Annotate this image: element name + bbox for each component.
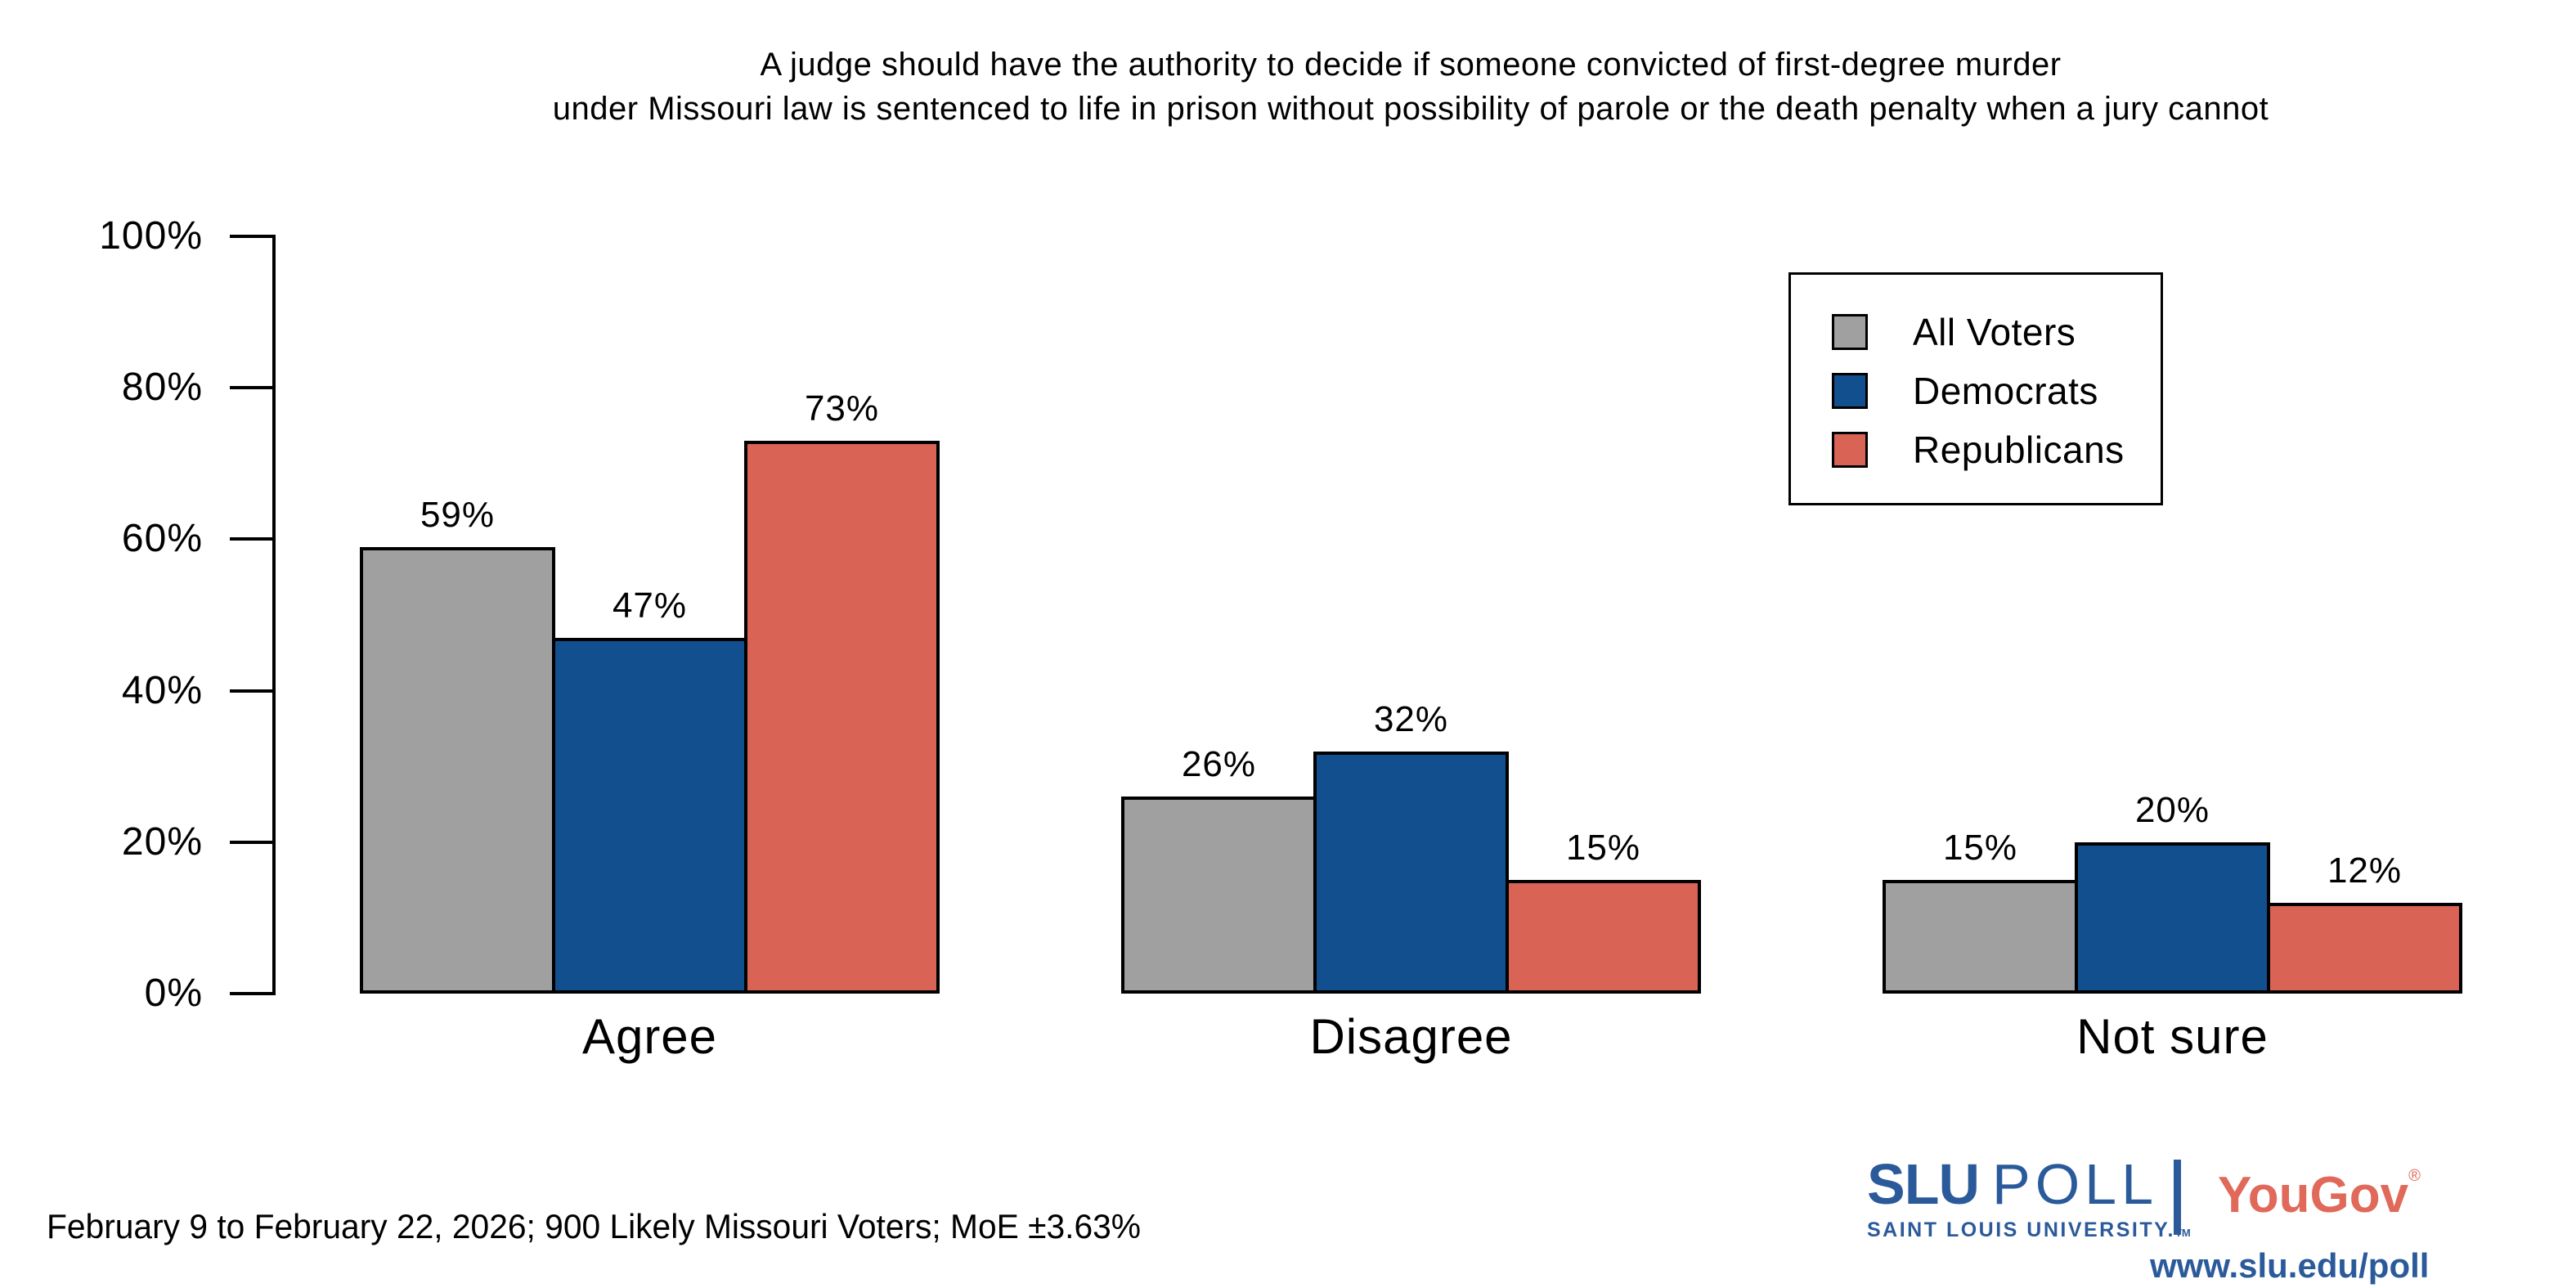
y-tick-mark <box>230 840 274 844</box>
chart-title: A judge should have the authority to dec… <box>276 43 2546 131</box>
slu-university-text: SAINT LOUIS UNIVERSITY. <box>1867 1218 2175 1241</box>
bar-value-label: 15% <box>1565 828 1641 868</box>
bar-value-label: 15% <box>1942 828 2018 868</box>
y-tick-mark <box>230 537 274 541</box>
logo-divider <box>2174 1160 2181 1235</box>
y-tick-mark <box>230 689 274 693</box>
y-tick-label: 100% <box>99 214 203 258</box>
poll-wordmark-text: POLL <box>1992 1152 2158 1216</box>
legend-label: All Voters <box>1913 311 2076 353</box>
bar-all-voters-not-sure <box>1883 880 2078 994</box>
slu-university-subtitle: SAINT LOUIS UNIVERSITY.TM <box>1867 1218 2191 1242</box>
bar-value-label: 20% <box>2134 790 2210 830</box>
slu-wordmark-text: SLU <box>1867 1152 1980 1216</box>
bar-value-label: 12% <box>2327 850 2403 891</box>
y-tick-mark <box>230 992 274 995</box>
bar-democrats-disagree <box>1313 752 1509 994</box>
bar-all-voters-disagree <box>1121 797 1317 994</box>
chart-title-line2: under Missouri law is sentenced to life … <box>552 91 2269 127</box>
bar-all-voters-agree <box>360 547 555 994</box>
bar-value-label: 32% <box>1373 699 1449 739</box>
category-label-disagree: Disagree <box>1309 1009 1513 1064</box>
legend-box: All Voters Democrats Republicans <box>1788 272 2163 505</box>
legend-swatch-republicans <box>1832 432 1868 468</box>
y-tick-mark <box>230 386 274 390</box>
legend-row: Republicans <box>1791 420 2161 479</box>
legend-row: All Voters <box>1791 303 2161 361</box>
bar-republicans-not-sure <box>2267 903 2462 994</box>
y-tick-label: 80% <box>121 366 203 410</box>
bar-value-label: 26% <box>1181 744 1257 784</box>
bar-value-label: 73% <box>804 388 880 429</box>
bar-republicans-agree <box>744 441 940 994</box>
slu-poll-url: www.slu.edu/poll <box>2150 1246 2430 1285</box>
y-tick-label: 0% <box>144 972 203 1015</box>
legend-label: Democrats <box>1913 370 2098 412</box>
yougov-logo: YouGov® <box>2218 1166 2421 1224</box>
bar-republicans-disagree <box>1506 880 1701 994</box>
yougov-wordmark-text: YouGov <box>2218 1167 2409 1223</box>
y-tick-label: 20% <box>121 819 203 864</box>
slu-poll-wordmark: SLU POLL <box>1867 1151 2191 1217</box>
y-tick-label: 40% <box>121 668 203 712</box>
category-label-agree: Agree <box>581 1009 718 1064</box>
bar-democrats-agree <box>552 638 747 994</box>
y-tick-mark <box>230 235 274 238</box>
legend-row: Democrats <box>1791 361 2161 420</box>
chart-title-line1: A judge should have the authority to dec… <box>760 47 2062 83</box>
y-tick-label: 60% <box>121 517 203 561</box>
legend-label: Republicans <box>1913 429 2125 471</box>
registered-mark: ® <box>2408 1167 2421 1185</box>
bar-value-label: 59% <box>420 495 496 535</box>
bar-democrats-not-sure <box>2075 842 2270 994</box>
category-label-not-sure: Not sure <box>2076 1009 2269 1064</box>
methodology-note: February 9 to February 22, 2026; 900 Lik… <box>47 1207 1142 1245</box>
bar-value-label: 47% <box>612 586 688 626</box>
slu-poll-logo: SLU POLL SAINT LOUIS UNIVERSITY.TM <box>1867 1151 2191 1242</box>
legend-swatch-all-voters <box>1832 314 1868 350</box>
legend-swatch-democrats <box>1832 373 1868 409</box>
y-axis-line <box>272 235 276 995</box>
